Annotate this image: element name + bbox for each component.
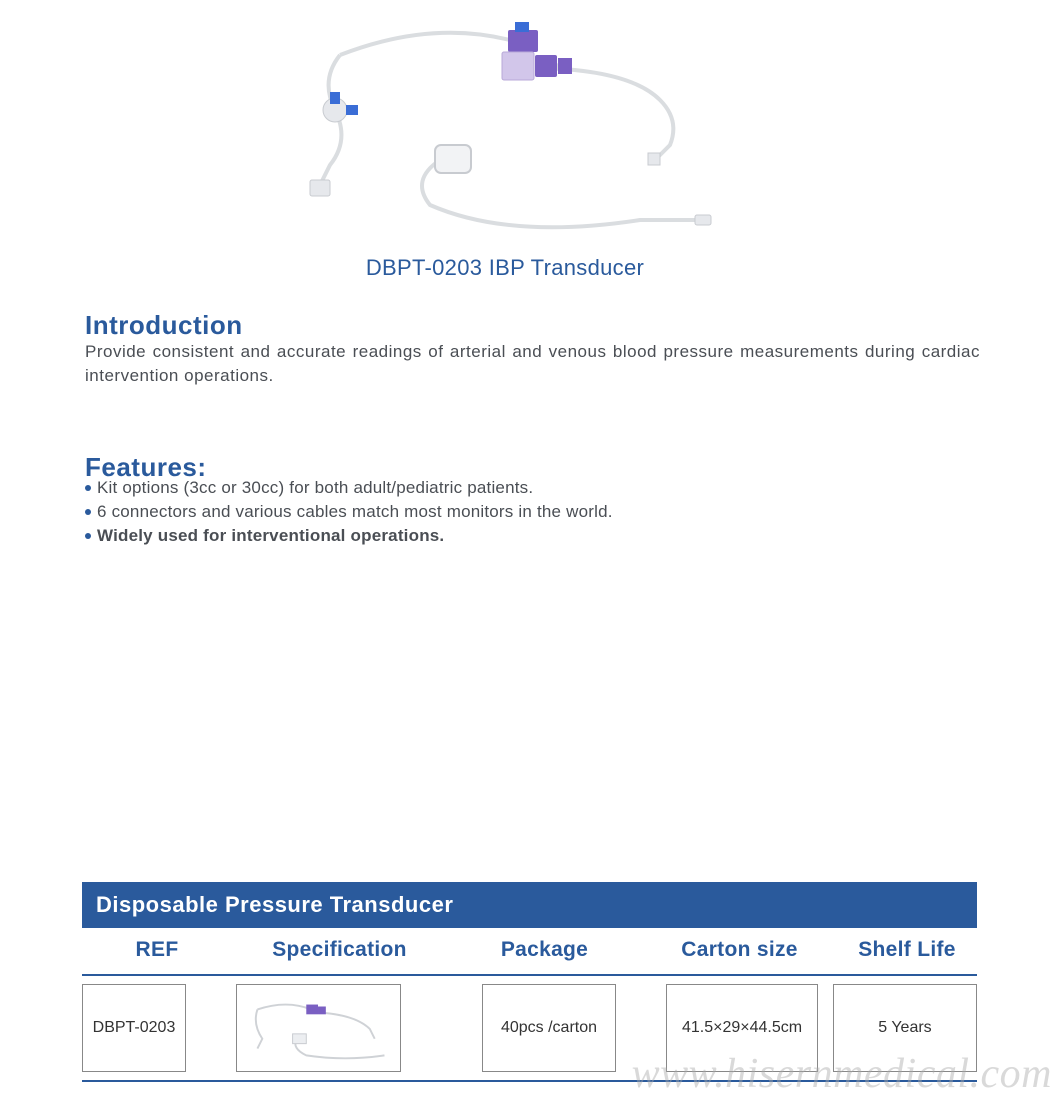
header-package: Package <box>447 938 642 962</box>
header-shelf: Shelf Life <box>837 938 977 962</box>
feature-item: Widely used for interventional operation… <box>85 524 980 548</box>
table-header-row: REF Specification Package Carton size Sh… <box>82 928 977 976</box>
watermark: www.hisernmedical.com <box>632 1050 1052 1098</box>
introduction-heading: Introduction <box>85 310 980 341</box>
cell-ref: DBPT-0203 <box>82 984 186 1072</box>
header-spec: Specification <box>232 938 447 962</box>
cell-package: 40pcs /carton <box>482 984 616 1072</box>
product-title: DBPT-0203 IBP Transducer <box>0 255 1010 281</box>
table-title: Disposable Pressure Transducer <box>82 882 977 928</box>
header-ref: REF <box>82 938 232 962</box>
feature-item: Kit options (3cc or 30cc) for both adult… <box>85 476 980 500</box>
introduction-text: Provide consistent and accurate readings… <box>85 340 980 388</box>
feature-item: 6 connectors and various cables match mo… <box>85 500 980 524</box>
cell-spec <box>236 984 401 1072</box>
header-carton: Carton size <box>642 938 837 962</box>
features-list: Kit options (3cc or 30cc) for both adult… <box>85 476 980 548</box>
product-image <box>280 10 730 240</box>
